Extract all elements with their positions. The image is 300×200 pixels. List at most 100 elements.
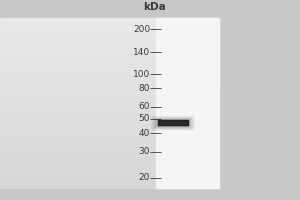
- Bar: [0, 143, 156, 146]
- Bar: [0, 69, 156, 72]
- Text: 50: 50: [139, 114, 150, 123]
- Bar: [156, 148, 219, 151]
- Bar: [156, 171, 219, 174]
- Bar: [153, 117, 192, 128]
- Bar: [156, 103, 219, 106]
- Text: 40: 40: [139, 129, 150, 138]
- Bar: [156, 143, 219, 146]
- Bar: [158, 120, 188, 125]
- Bar: [0, 126, 156, 128]
- Bar: [0, 55, 156, 57]
- Bar: [0, 74, 156, 77]
- Bar: [0, 131, 156, 134]
- Bar: [156, 92, 219, 94]
- Bar: [156, 49, 219, 52]
- Bar: [0, 140, 156, 143]
- Bar: [0, 137, 156, 140]
- Bar: [156, 174, 219, 177]
- Text: 60: 60: [139, 102, 150, 111]
- Bar: [156, 183, 219, 185]
- Bar: [156, 114, 219, 117]
- Bar: [0, 94, 156, 97]
- Bar: [0, 37, 156, 40]
- Bar: [156, 163, 219, 165]
- Bar: [156, 126, 219, 128]
- Bar: [156, 94, 219, 97]
- Bar: [0, 103, 156, 106]
- Text: kDa: kDa: [143, 2, 166, 12]
- Bar: [156, 131, 219, 134]
- Bar: [0, 109, 156, 111]
- Text: 200: 200: [133, 25, 150, 34]
- Text: 30: 30: [139, 147, 150, 156]
- Text: 20: 20: [139, 173, 150, 182]
- Bar: [156, 89, 219, 92]
- Bar: [156, 23, 219, 26]
- Bar: [156, 80, 219, 83]
- Bar: [0, 183, 156, 185]
- Bar: [0, 86, 156, 89]
- Bar: [0, 120, 156, 123]
- Bar: [155, 119, 190, 127]
- Bar: [156, 86, 219, 89]
- Bar: [0, 100, 156, 103]
- Bar: [156, 109, 219, 111]
- Bar: [156, 72, 219, 74]
- Bar: [156, 157, 219, 160]
- Bar: [156, 74, 219, 77]
- Bar: [0, 163, 156, 165]
- Bar: [156, 97, 219, 100]
- Bar: [156, 52, 219, 55]
- Bar: [156, 140, 219, 143]
- Bar: [156, 46, 219, 49]
- Bar: [0, 18, 156, 20]
- Bar: [156, 119, 189, 126]
- Bar: [156, 18, 219, 20]
- Bar: [156, 154, 219, 157]
- Bar: [0, 83, 156, 86]
- Bar: [152, 117, 193, 129]
- Bar: [0, 180, 156, 183]
- Bar: [0, 174, 156, 177]
- Bar: [156, 146, 219, 148]
- Bar: [0, 134, 156, 137]
- Bar: [156, 177, 219, 180]
- Bar: [0, 92, 156, 94]
- Bar: [0, 23, 156, 26]
- Bar: [156, 117, 219, 120]
- Bar: [156, 55, 219, 57]
- Bar: [0, 89, 156, 92]
- Bar: [0, 185, 156, 188]
- Bar: [0, 43, 156, 46]
- Bar: [156, 168, 219, 171]
- Bar: [0, 80, 156, 83]
- Bar: [156, 111, 219, 114]
- Bar: [156, 83, 219, 86]
- Bar: [0, 57, 156, 60]
- Bar: [0, 66, 156, 69]
- Bar: [0, 63, 156, 66]
- Bar: [156, 134, 219, 137]
- Bar: [156, 37, 219, 40]
- Bar: [156, 151, 219, 154]
- Bar: [156, 137, 219, 140]
- Bar: [156, 32, 219, 35]
- Bar: [0, 52, 156, 55]
- Bar: [156, 35, 219, 37]
- Bar: [0, 117, 156, 120]
- Bar: [156, 77, 219, 80]
- Bar: [0, 97, 156, 100]
- Bar: [156, 180, 219, 183]
- Bar: [0, 123, 156, 126]
- Text: 80: 80: [139, 84, 150, 93]
- Bar: [158, 120, 188, 125]
- Bar: [0, 165, 156, 168]
- Bar: [156, 165, 219, 168]
- Bar: [156, 100, 219, 103]
- Text: 140: 140: [133, 48, 150, 57]
- Bar: [157, 120, 188, 126]
- Bar: [0, 20, 156, 23]
- Bar: [156, 185, 219, 188]
- Bar: [0, 106, 156, 109]
- Bar: [0, 128, 156, 131]
